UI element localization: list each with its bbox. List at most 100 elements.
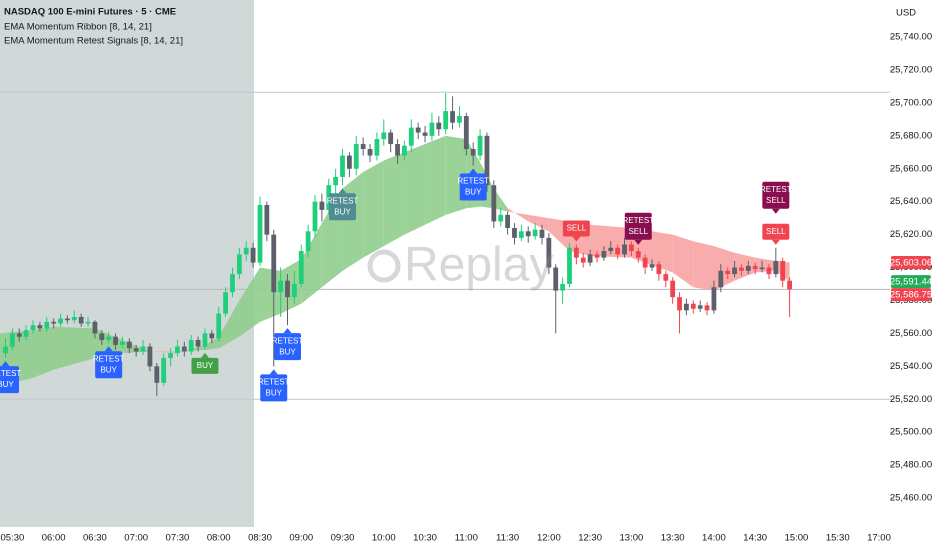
candle-body [340,155,345,177]
candle-body [470,148,476,156]
signal-box [459,173,487,201]
x-tick-label: 07:30 [166,533,190,544]
candle-body [202,333,208,347]
x-tick-label: 06:00 [42,533,66,544]
ribbon-segment [301,223,322,304]
candle-body [181,346,187,352]
candle-body [587,254,593,263]
candle-body [285,280,290,298]
y-tick-label: 25,720.00 [890,64,932,75]
signal-arrow [338,188,347,194]
last-value-box [891,275,931,289]
candle-body [518,231,524,238]
candle-body [154,366,160,383]
candle-body [505,214,510,229]
overlay: RETEST BUY RETEST BUY BUY RETEST BUY RETEST BUY R… [0,168,792,402]
candle-body [484,135,490,186]
candle-body [443,111,449,130]
ribbon-segment [259,267,281,322]
watermark: Replay [367,239,553,292]
x-tick-label: 10:00 [372,533,396,544]
signal-arrow [1,361,10,367]
y-tick-label: 25,520.00 [890,394,932,405]
candle-body [573,247,579,258]
x-tick-label: 09:30 [331,533,355,544]
candle-body [594,254,600,258]
candle-body [684,303,689,311]
signal-label: RETEST [327,196,359,205]
candle-body [745,265,751,271]
x-tick-label: 08:00 [207,533,231,544]
candle-body [16,333,22,337]
candle-body [3,346,8,354]
signal-label: RETEST [93,354,125,363]
y-tick-label: 25,620.00 [890,229,932,240]
ribbon-segment [507,208,529,222]
candle-body [353,144,359,169]
signal-label: RETEST [457,177,489,186]
signal-label: BUY [334,207,351,216]
ribbon-segment [713,246,735,291]
signal-box [329,193,357,221]
candle-body [71,316,77,321]
candle-body [360,144,366,149]
candle-body [236,254,242,275]
signal-label: RETEST [272,336,304,345]
candle-body [512,228,517,238]
signal-label: SELL [766,227,786,236]
ribbon-segment [383,152,405,247]
signal-box [191,357,219,374]
candle-body [697,305,703,309]
candle-body [126,341,132,349]
signal-arrow [269,369,278,375]
y-tick-label: 25,640.00 [890,196,932,207]
chart-title: NASDAQ 100 E-mini Futures · 5 · CME [4,7,176,18]
ribbon-segment [218,300,240,349]
y-tick-label: 25,460.00 [890,493,932,504]
x-tick-label: 06:30 [83,533,107,544]
candle-body [766,267,772,275]
candle-body [725,270,731,275]
candle-body [188,339,194,352]
signal-arrow [469,168,478,174]
candle-body [168,353,173,359]
signal-label: SELL [628,227,648,236]
candle-body [209,333,215,339]
candle-body [374,139,380,156]
candle-body [546,237,552,268]
signal-box [624,212,652,240]
candle-body [243,247,249,255]
candle-body [759,267,765,270]
x-tick-label: 13:30 [661,533,685,544]
candle-body [51,321,57,324]
signal-label: BUY [197,361,214,370]
candle-body [85,321,91,324]
x-tick-label: 12:00 [537,533,561,544]
ribbon-segment [33,326,54,378]
candle-body [381,132,387,140]
candle-body [395,144,400,156]
ribbon-segment [693,241,714,291]
candle-body [780,260,786,281]
candle-body [257,204,263,263]
candle-body [147,346,153,367]
signal-label: BUY [279,347,296,356]
candle-body [78,316,84,324]
signal-label: BUY [100,365,117,374]
candle-body [477,135,483,156]
ribbon-segment [280,259,302,314]
ribbon-segment [425,135,446,225]
ribbon-segment [363,160,384,258]
candle-body [175,346,180,354]
candle-body [65,318,70,321]
x-tick-label: 07:00 [124,533,148,544]
signal-label: BUY [266,388,283,397]
candle-body [9,333,15,347]
candle-body [663,274,669,281]
x-tick-label: 11:00 [455,533,478,544]
y-tick-label: 25,660.00 [890,163,932,174]
x-tick-label: 15:00 [785,533,809,544]
candle-body [264,204,270,235]
candle-body [752,265,758,270]
